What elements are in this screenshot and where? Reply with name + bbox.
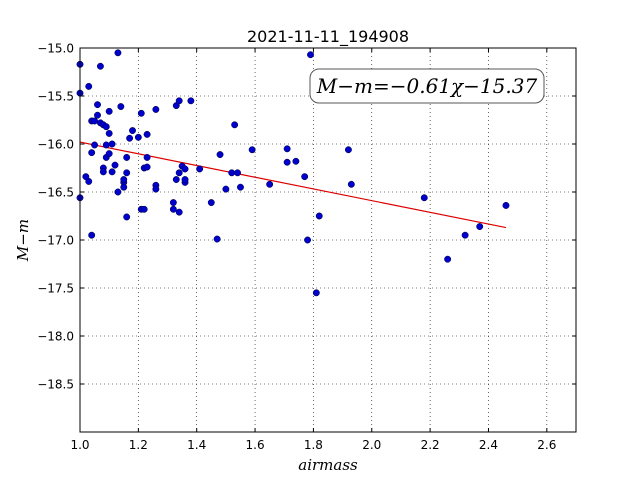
data-point: [347, 180, 355, 188]
fit-equation-frame: [309, 68, 545, 104]
data-point: [181, 165, 189, 173]
data-point: [344, 146, 352, 154]
data-point: [502, 201, 510, 209]
x-tick-label: 1.0: [70, 438, 89, 452]
data-point: [108, 168, 116, 176]
data-point: [143, 130, 151, 138]
data-point: [129, 127, 136, 135]
data-point: [88, 231, 96, 239]
data-point: [315, 212, 323, 220]
y-tick-label: −17.0: [37, 234, 74, 248]
data-point: [152, 185, 160, 193]
data-point: [105, 150, 113, 158]
data-point: [114, 49, 122, 57]
data-point: [237, 183, 244, 191]
y-tick-label: −15.5: [37, 90, 74, 104]
fit-line-group: [79, 141, 507, 229]
data-point: [105, 129, 113, 137]
data-point: [91, 141, 99, 149]
data-point: [266, 180, 274, 188]
data-point: [117, 103, 125, 111]
x-tick-label: 2.2: [421, 438, 440, 452]
data-point: [216, 151, 224, 159]
data-point: [140, 205, 148, 213]
data-point: [207, 199, 215, 207]
data-point: [102, 123, 110, 131]
y-tick-label: −16.0: [37, 138, 74, 152]
data-point: [476, 223, 484, 231]
y-tick-label: −15.0: [37, 42, 74, 56]
x-axis-label: airmass: [298, 456, 358, 474]
data-point: [120, 176, 128, 183]
data-point: [88, 149, 96, 157]
data-point: [152, 105, 160, 113]
chart-title: 2021-11-11_194908: [247, 27, 409, 47]
data-point: [94, 111, 101, 119]
data-point: [181, 176, 189, 183]
data-point: [228, 169, 236, 177]
y-tick-label: −18.0: [37, 330, 74, 344]
data-point: [137, 109, 145, 117]
data-point: [85, 82, 93, 90]
data-point: [248, 146, 256, 154]
fit-equation: M−m=−0.61χ−15.37: [316, 74, 538, 98]
data-point: [126, 134, 134, 142]
data-point: [172, 176, 180, 183]
data-point: [120, 183, 128, 191]
data-point: [94, 101, 101, 109]
data-point: [196, 165, 204, 173]
data-point: [169, 199, 177, 207]
data-point: [222, 185, 230, 193]
data-point: [108, 140, 116, 148]
data-point: [91, 117, 99, 125]
y-tick-label: −16.5: [37, 186, 74, 200]
data-point: [175, 169, 183, 177]
data-point: [123, 169, 131, 177]
data-point: [187, 97, 195, 105]
data-points: [76, 49, 510, 297]
x-tick-label: 2.6: [537, 438, 556, 452]
data-point: [301, 173, 309, 181]
data-point: [175, 97, 183, 105]
data-point: [461, 231, 469, 239]
data-point: [169, 205, 177, 213]
data-point: [283, 145, 291, 153]
data-point: [444, 255, 452, 263]
data-point: [231, 121, 239, 129]
data-point: [96, 62, 104, 70]
fit-line: [79, 141, 507, 229]
x-tick-label: 2.4: [479, 438, 498, 452]
data-point: [85, 177, 93, 185]
data-point: [213, 235, 221, 243]
x-tick-label: 1.2: [129, 438, 148, 452]
data-point: [420, 194, 428, 202]
x-tick-label: 1.8: [304, 438, 323, 452]
data-point: [307, 51, 314, 59]
data-point: [283, 158, 291, 166]
data-point: [134, 133, 142, 141]
x-tick-label: 1.4: [187, 438, 206, 452]
y-tick-label: −18.5: [37, 378, 74, 392]
data-point: [304, 236, 312, 244]
y-axis-label: M−m: [14, 219, 32, 262]
data-point: [143, 163, 151, 171]
data-point: [234, 169, 242, 177]
data-point: [292, 157, 300, 165]
data-point: [99, 168, 107, 176]
data-point: [175, 208, 183, 216]
y-tick-label: −17.5: [37, 282, 74, 296]
data-point: [312, 289, 320, 297]
axis-ticks: 1.0 1.2 1.4 1.6 1.8 2.0 2.2 2.4 2.6 −15.0 −15.5 −16…: [37, 42, 576, 452]
data-point: [123, 213, 131, 221]
fit-equation-box: M−m=−0.61χ−15.37: [309, 68, 545, 104]
data-point: [102, 141, 110, 149]
x-tick-label: 1.6: [246, 438, 265, 452]
x-tick-label: 2.0: [362, 438, 381, 452]
data-point: [123, 153, 131, 161]
data-point: [143, 153, 151, 161]
data-point: [114, 188, 122, 196]
data-point: [105, 107, 113, 115]
data-point: [111, 161, 119, 169]
